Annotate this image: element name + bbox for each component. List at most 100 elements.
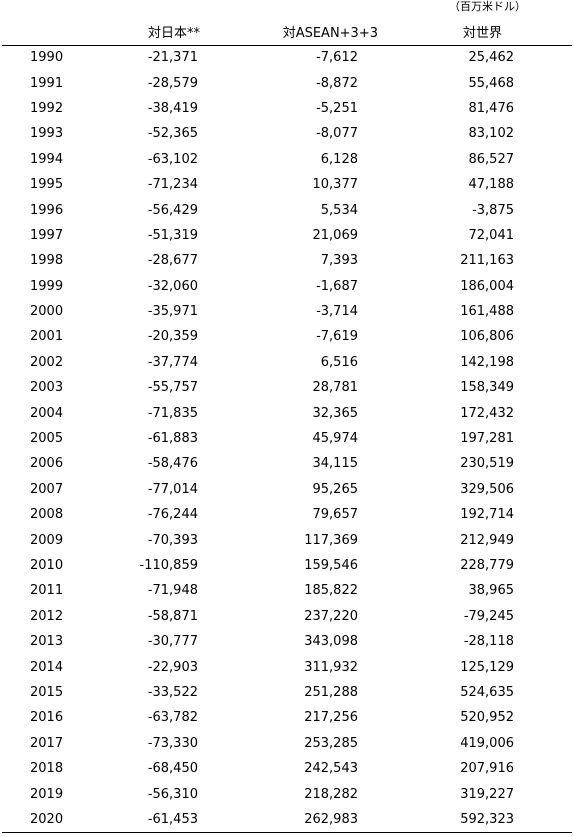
japan-cell: -73,330 [147,735,198,751]
table-row: 1999 -32,060 -1,687 186,004 [2,274,572,299]
japan-cell: -38,419 [147,100,198,116]
table-row: 2016 -63,782 217,256 520,952 [2,705,572,730]
japan-cell: -21,371 [147,50,198,66]
japan-cell: -22,903 [147,659,198,675]
asean-cell: 21,069 [312,227,359,243]
header-year [2,18,90,46]
year-cell: 2014 [30,659,64,675]
year-cell: 2006 [30,456,64,472]
world-cell: 192,714 [460,507,514,523]
year-cell: 2015 [30,684,64,700]
header-asean: 対ASEAN+3+3 [232,18,392,46]
world-cell: 106,806 [460,329,514,345]
year-cell: 1995 [30,177,64,193]
japan-cell: -71,948 [147,583,198,599]
world-cell: -79,245 [463,608,514,624]
world-cell: 83,102 [468,126,515,142]
japan-cell: -71,234 [147,177,198,193]
asean-cell: 6,128 [320,151,358,167]
table-row: 2004 -71,835 32,365 172,432 [2,400,572,425]
year-cell: 1991 [30,75,64,91]
asean-cell: -7,612 [316,50,358,66]
table-row: 2012 -58,871 237,220 -79,245 [2,604,572,629]
japan-cell: -76,244 [147,507,198,523]
table-row: 1998 -28,677 7,393 211,163 [2,248,572,273]
year-cell: 2012 [30,608,64,624]
header-world: 対世界 [392,18,572,46]
year-cell: 2004 [30,405,64,421]
japan-cell: -51,319 [147,227,198,243]
year-cell: 2009 [30,532,64,548]
year-cell: 1997 [30,227,64,243]
table-row: 2007 -77,014 95,265 329,506 [2,477,572,502]
japan-cell: -58,476 [147,456,198,472]
table-row: 2005 -61,883 45,974 197,281 [2,426,572,451]
year-cell: 1996 [30,202,64,218]
asean-cell: 242,543 [304,761,358,777]
world-cell: 47,188 [468,177,515,193]
world-cell: 207,916 [460,761,514,777]
table-row: 2010 -110,859 159,546 228,779 [2,553,572,578]
asean-cell: 343,098 [304,634,358,650]
japan-cell: -33,522 [147,684,198,700]
table-row: 2013 -30,777 343,098 -28,118 [2,629,572,654]
japan-cell: -110,859 [139,558,198,573]
table-body: 1990 -21,371 -7,612 25,462 1991 -28,579 -8,872… [2,45,572,833]
year-cell: 2018 [30,761,64,777]
world-cell: 55,468 [468,75,515,91]
japan-cell: -55,757 [147,380,198,396]
table-row: 2003 -55,757 28,781 158,349 [2,375,572,400]
year-cell: 1999 [30,278,64,294]
japan-cell: -28,677 [147,253,198,269]
japan-cell: -68,450 [147,761,198,777]
year-cell: 1998 [30,253,64,269]
japan-cell: -70,393 [147,532,198,548]
year-cell: 2010 [30,558,64,573]
world-cell: 211,163 [460,253,514,269]
table-row: 2006 -58,476 34,115 230,519 [2,451,572,476]
japan-cell: -63,782 [147,710,198,726]
unit-note: （百万米ドル） [449,0,526,13]
asean-cell: 79,657 [312,507,359,523]
year-cell: 1993 [30,126,64,142]
table-row: 2002 -37,774 6,516 142,198 [2,350,572,375]
japan-cell: -58,871 [147,608,198,624]
asean-cell: 237,220 [304,608,358,624]
table-row: 2008 -76,244 79,657 192,714 [2,502,572,527]
world-cell: 72,041 [468,227,515,243]
asean-cell: 217,256 [304,710,358,726]
year-cell: 1992 [30,100,64,116]
table-row: 1997 -51,319 21,069 72,041 [2,223,572,248]
table-row: 2020 -61,453 262,983 592,323 [2,806,572,833]
japan-cell: -52,365 [147,126,198,142]
year-cell: 2019 [30,786,64,802]
world-cell: 319,227 [460,786,514,802]
year-cell: 2013 [30,634,64,650]
world-cell: 520,952 [460,710,514,726]
world-cell: 592,323 [392,806,572,833]
asean-cell: 185,822 [304,583,358,599]
japan-cell: -37,774 [147,354,198,370]
japan-cell: -63,102 [147,151,198,167]
world-cell: -28,118 [463,634,514,650]
trade-balance-table: 対日本** 対ASEAN+3+3 対世界 1990 -21,371 -7,612 25… [2,18,572,833]
asean-cell: 32,365 [312,405,359,421]
world-cell: 230,519 [460,456,514,472]
table-row: 1990 -21,371 -7,612 25,462 [2,45,572,70]
year-cell: 1990 [30,50,64,66]
year-cell: 2020 [2,806,90,833]
year-cell: 2011 [30,583,64,599]
asean-cell: 251,288 [304,684,358,700]
world-cell: 329,506 [460,481,514,497]
asean-cell: -3,714 [316,304,358,320]
world-cell: 172,432 [460,405,514,421]
year-cell: 2001 [30,329,64,345]
table-row: 1993 -52,365 -8,077 83,102 [2,121,572,146]
world-cell: 524,635 [460,684,514,700]
table-row: 2011 -71,948 185,822 38,965 [2,578,572,603]
year-cell: 2003 [30,380,64,396]
world-cell: 25,462 [468,50,515,66]
year-cell: 1994 [30,151,64,167]
japan-cell: -20,359 [147,329,198,345]
table-row: 2000 -35,971 -3,714 161,488 [2,299,572,324]
